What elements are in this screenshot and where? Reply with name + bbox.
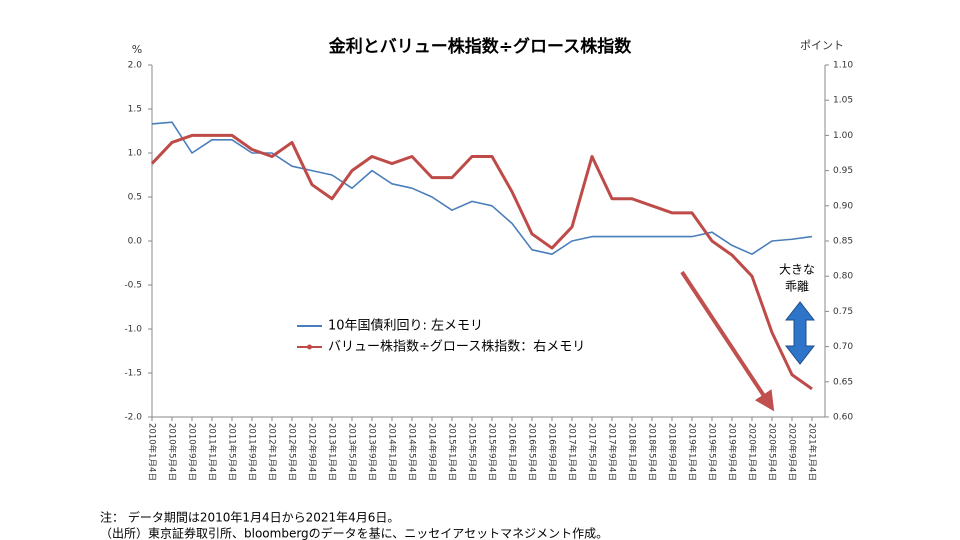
x-tick-label: 2019年5月4日 bbox=[707, 423, 718, 481]
y-tick-label: 2.0 bbox=[128, 61, 143, 71]
x-tick-label: 2012年9月4日 bbox=[307, 423, 318, 481]
annotation: 乖離 bbox=[785, 280, 809, 294]
y-tick-label: -2.0 bbox=[124, 413, 142, 423]
x-tick-label: 2020年1月4日 bbox=[747, 423, 758, 481]
x-tick-label: 2013年5月4日 bbox=[347, 423, 358, 481]
y2-tick-label: 1.10 bbox=[833, 61, 853, 71]
x-tick-label: 2010年5月4日 bbox=[167, 423, 178, 481]
legend-label: 10年国債利回り: 左メモリ bbox=[328, 319, 483, 334]
y2-tick-label: 1.00 bbox=[833, 131, 853, 141]
y-tick-label: -0.5 bbox=[124, 281, 142, 291]
y-tick-label: -1.0 bbox=[124, 325, 142, 335]
y2-tick-label: 1.05 bbox=[833, 96, 853, 106]
x-tick-label: 2015年1月4日 bbox=[447, 423, 458, 481]
x-tick-label: 2017年9月4日 bbox=[607, 423, 618, 481]
x-tick-label: 2011年9月4日 bbox=[247, 423, 258, 481]
annotation: 大きな bbox=[779, 263, 815, 277]
x-tick-label: 2012年5月4日 bbox=[287, 423, 298, 481]
x-tick-label: 2010年1月4日 bbox=[147, 423, 158, 481]
y-tick-label: 1.0 bbox=[128, 149, 143, 159]
series-line bbox=[151, 121, 813, 255]
y-unit: % bbox=[132, 43, 142, 56]
x-tick-label: 2011年5月4日 bbox=[227, 423, 238, 481]
x-tick-label: 2020年5月4日 bbox=[767, 423, 778, 481]
y2-tick-label: 0.60 bbox=[833, 413, 853, 423]
note: 注： データ期間は2010年1月4日から2021年4月6日。 bbox=[100, 510, 399, 525]
y2-tick-label: 0.70 bbox=[833, 342, 853, 352]
x-tick-label: 2018年9月4日 bbox=[667, 423, 678, 481]
x-tick-label: 2014年1月4日 bbox=[387, 423, 398, 481]
x-tick-label: 2019年9月4日 bbox=[727, 423, 738, 481]
x-tick-label: 2018年5月4日 bbox=[647, 423, 658, 481]
x-tick-label: 2015年9月4日 bbox=[487, 423, 498, 481]
trend-arrow bbox=[680, 270, 775, 412]
x-tick-label: 2016年1月4日 bbox=[507, 423, 518, 481]
gap-arrow bbox=[784, 301, 816, 365]
y-tick-label: -1.5 bbox=[124, 369, 142, 379]
y2-tick-label: 0.80 bbox=[833, 272, 853, 282]
x-tick-label: 2016年9月4日 bbox=[547, 423, 558, 481]
y-tick-label: 1.5 bbox=[128, 105, 142, 115]
x-tick-label: 2014年9月4日 bbox=[427, 423, 438, 481]
note: （出所）東京証券取引所、bloombergのデータを基に、ニッセイアセットマネジ… bbox=[100, 526, 608, 540]
x-tick-label: 2015年5月4日 bbox=[467, 423, 478, 481]
series-line bbox=[150, 133, 813, 391]
x-tick-label: 2013年1月4日 bbox=[327, 423, 338, 481]
x-tick-label: 2011年1月4日 bbox=[207, 423, 218, 481]
y2-tick-label: 0.95 bbox=[833, 166, 853, 176]
legend-label: バリュー株指数÷グロース株指数：右メモリ bbox=[328, 340, 585, 355]
x-tick-label: 2012年1月4日 bbox=[267, 423, 278, 481]
y2-tick-label: 0.85 bbox=[833, 237, 853, 247]
y2-tick-label: 0.65 bbox=[833, 377, 853, 387]
legend-marker bbox=[307, 344, 312, 350]
x-tick-label: 2013年9月4日 bbox=[367, 423, 378, 481]
x-tick-label: 2018年1月4日 bbox=[627, 423, 638, 481]
x-tick-label: 2010年9月4日 bbox=[187, 423, 198, 481]
y-tick-label: 0.5 bbox=[128, 193, 142, 203]
y-tick-label: 0.0 bbox=[128, 237, 143, 247]
x-tick-label: 2014年5月4日 bbox=[407, 423, 418, 481]
y2-tick-label: 0.90 bbox=[833, 201, 853, 211]
chart-title: 金利とバリュー株指数÷グロース株指数 bbox=[328, 36, 632, 57]
x-tick-label: 2017年1月4日 bbox=[567, 423, 578, 481]
x-tick-label: 2017年5月4日 bbox=[587, 423, 598, 481]
x-tick-label: 2021年1月4日 bbox=[807, 423, 818, 481]
x-tick-label: 2020年9月4日 bbox=[787, 423, 798, 481]
x-tick-label: 2016年5月4日 bbox=[527, 423, 538, 481]
x-tick-label: 2019年1月4日 bbox=[687, 423, 698, 481]
y2-tick-label: 0.75 bbox=[833, 307, 853, 317]
y2-unit: ポイント bbox=[800, 39, 844, 52]
